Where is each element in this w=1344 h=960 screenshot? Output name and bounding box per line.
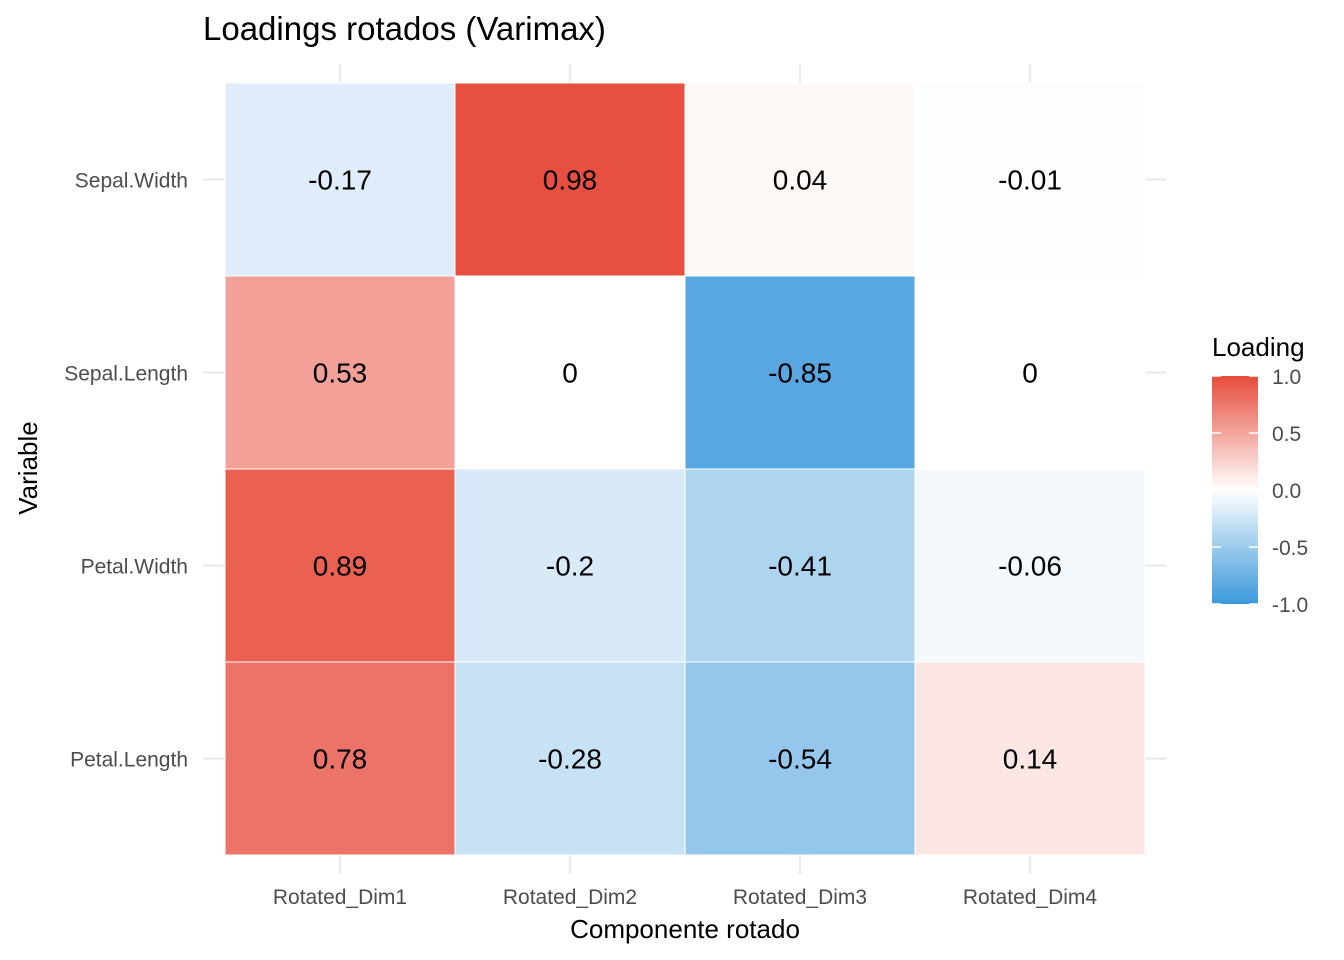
cell-value-label: -0.28 [538, 744, 602, 775]
color-legend: Loading 1.0 0.5 0.0 -0.5 -1.0 [1212, 332, 1308, 617]
heatmap-cell [224, 661, 456, 856]
cell-value-label: -0.2 [546, 551, 594, 582]
y-axis-title: Variable [13, 421, 43, 514]
y-tick-label: Sepal.Length [64, 363, 188, 386]
heatmap-cell [684, 275, 916, 470]
heatmap-cell [684, 82, 916, 277]
heatmap-cell [684, 661, 916, 856]
legend-tick-label: 0.0 [1272, 480, 1301, 503]
legend-tick-label: 0.5 [1272, 423, 1301, 446]
heatmap-cell [224, 82, 456, 277]
legend-ticks: 1.0 0.5 0.0 -0.5 -1.0 [1212, 366, 1308, 617]
heatmap-cell [914, 661, 1146, 856]
cell-value-label: 0 [562, 358, 578, 389]
cell-value-label: -0.54 [768, 744, 832, 775]
cell-value-label: -0.41 [768, 551, 832, 582]
y-tick-label: Sepal.Width [75, 170, 188, 193]
x-axis-title: Componente rotado [570, 914, 800, 944]
cell-value-label: 0.04 [773, 165, 828, 196]
legend-tick-label: -0.5 [1272, 537, 1308, 560]
x-tick-label: Rotated_Dim4 [963, 886, 1098, 909]
y-tick-label: Petal.Length [70, 749, 188, 772]
cell-value-label: 0.98 [543, 165, 598, 196]
cell-labels: -0.17 0.98 0.04 -0.01 0.53 0 -0.85 0 0.89 -0.2 -0.… [308, 165, 1062, 775]
heatmap-cell [684, 468, 916, 663]
heatmap-cell [454, 82, 686, 277]
heatmap-cell [454, 275, 686, 470]
legend-tick-label: 1.0 [1272, 366, 1301, 389]
x-tick-label: Rotated_Dim2 [503, 886, 637, 909]
cell-value-label: -0.17 [308, 165, 372, 196]
x-tick-label: Rotated_Dim1 [273, 886, 407, 909]
x-axis-ticks: Rotated_Dim1 Rotated_Dim2 Rotated_Dim3 Rota… [273, 886, 1098, 909]
cell-value-label: 0 [1022, 358, 1038, 389]
cell-value-label: 0.53 [313, 358, 368, 389]
heatmap-cell [914, 82, 1146, 277]
chart-title: Loadings rotados (Varimax) [203, 10, 606, 47]
heatmap-cell [914, 468, 1146, 663]
cell-value-label: -0.85 [768, 358, 832, 389]
y-axis-ticks: Sepal.Width Sepal.Length Petal.Width Petal.… [64, 170, 188, 772]
cell-value-label: -0.01 [998, 165, 1062, 196]
x-tick-label: Rotated_Dim3 [733, 886, 867, 909]
y-tick-label: Petal.Width [81, 556, 188, 579]
heatmap-cell [454, 661, 686, 856]
heatmap-cells [224, 82, 1146, 856]
legend-tick-label: -1.0 [1272, 594, 1308, 617]
heatmap-cell [914, 275, 1146, 470]
cell-value-label: 0.14 [1003, 744, 1058, 775]
cell-value-label: -0.06 [998, 551, 1062, 582]
legend-title: Loading [1212, 332, 1305, 362]
cell-value-label: 0.78 [313, 744, 368, 775]
cell-value-label: 0.89 [313, 551, 368, 582]
